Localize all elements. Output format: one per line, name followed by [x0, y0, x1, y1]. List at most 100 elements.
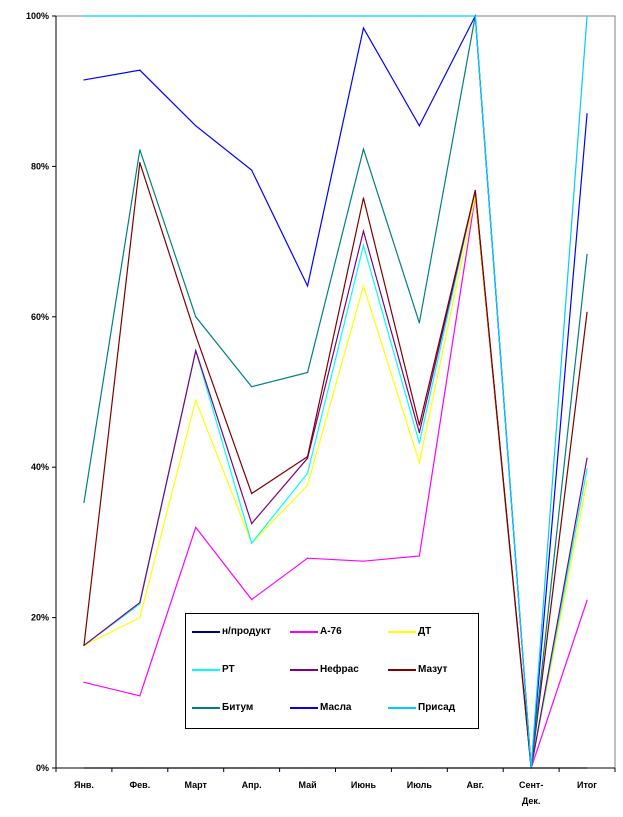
- data-point: [586, 599, 588, 601]
- data-point: [362, 148, 365, 150]
- data-point: [195, 316, 197, 318]
- data-point: [586, 15, 588, 17]
- data-point: [418, 555, 420, 557]
- data-point: [362, 27, 365, 29]
- legend-swatch: [192, 630, 220, 633]
- data-point: [83, 79, 85, 81]
- data-point: [418, 424, 420, 426]
- data-point: [139, 149, 141, 151]
- data-point: [418, 15, 420, 17]
- data-point: [195, 15, 197, 17]
- data-point: [418, 322, 420, 324]
- x-tick-label: Сент-Дек.: [519, 780, 543, 806]
- x-tick-label: Май: [298, 780, 316, 790]
- legend-label: ДТ: [418, 626, 432, 637]
- data-point: [139, 601, 141, 604]
- data-point: [195, 335, 197, 337]
- data-point: [418, 462, 420, 464]
- series-line: [83, 15, 588, 769]
- data-point: [139, 695, 141, 697]
- data-point: [195, 399, 197, 401]
- data-point: [586, 253, 588, 255]
- x-tick-label: Июнь: [351, 780, 377, 790]
- data-point: [362, 15, 365, 17]
- legend-label: РТ: [222, 664, 235, 675]
- data-point: [83, 644, 85, 647]
- series-5: [83, 162, 588, 769]
- data-point: [306, 456, 309, 458]
- data-point: [306, 15, 309, 17]
- data-point: [139, 603, 141, 605]
- legend-item: Мазут: [388, 664, 447, 675]
- data-point: [586, 311, 588, 313]
- data-point: [195, 125, 197, 127]
- data-point: [139, 15, 141, 17]
- y-tick-label: 20%: [31, 613, 49, 623]
- data-point: [251, 598, 253, 601]
- x-tick-label: Июль: [407, 780, 433, 790]
- series-line: [83, 162, 588, 769]
- data-point: [418, 432, 420, 434]
- data-point: [362, 244, 365, 246]
- data-point: [251, 386, 253, 388]
- legend-label: Битум: [222, 702, 254, 713]
- legend-label: Нефрас: [320, 664, 359, 675]
- data-point: [306, 484, 309, 486]
- y-tick-label: 100%: [26, 11, 49, 21]
- legend-item: Нефрас: [290, 664, 359, 675]
- legend-swatch: [290, 706, 318, 709]
- legend-item: Присад: [388, 702, 455, 713]
- legend-label: Масла: [320, 702, 352, 713]
- legend-item: А-76: [290, 626, 342, 637]
- data-point: [362, 197, 365, 199]
- data-point: [586, 468, 588, 470]
- data-point: [251, 169, 253, 171]
- data-point: [418, 442, 420, 444]
- y-tick-label: 60%: [31, 312, 49, 322]
- legend-label: А-76: [320, 626, 342, 637]
- x-tick-label: Итог: [577, 780, 597, 790]
- y-tick-label: 80%: [31, 161, 49, 171]
- legend-label: н/продукт: [222, 626, 271, 637]
- x-tick-label: Авг.: [467, 780, 484, 790]
- y-tick-label: 40%: [31, 462, 49, 472]
- legend-swatch: [388, 668, 416, 671]
- data-point: [306, 557, 309, 559]
- data-point: [83, 501, 85, 504]
- data-point: [362, 230, 365, 232]
- x-tick-label: Апр.: [242, 780, 262, 790]
- legend-swatch: [388, 706, 416, 709]
- data-point: [195, 526, 197, 528]
- legend: н/продукт А-76 ДТ РТ Нефрас Мазут Битум Масла Пр…: [185, 613, 479, 729]
- data-point: [474, 15, 476, 17]
- data-point: [586, 113, 588, 115]
- legend-item: РТ: [192, 664, 235, 675]
- legend-label: Мазут: [418, 664, 448, 675]
- legend-swatch: [290, 668, 318, 671]
- legend-swatch: [290, 630, 318, 633]
- data-point: [306, 472, 309, 474]
- data-point: [362, 285, 365, 287]
- data-point: [83, 681, 85, 683]
- data-point: [139, 617, 141, 619]
- data-point: [251, 523, 253, 525]
- legend-label: Присад: [418, 702, 456, 713]
- legend-swatch: [192, 668, 220, 671]
- data-point: [251, 542, 253, 544]
- legend-item: ДТ: [388, 626, 431, 637]
- data-point: [251, 15, 253, 17]
- data-point: [362, 560, 365, 562]
- data-point: [195, 350, 197, 352]
- x-tick-label: Фев.: [129, 780, 150, 790]
- data-point: [306, 457, 309, 459]
- legend-item: Битум: [192, 702, 253, 713]
- x-tick-label: Янв.: [74, 780, 94, 790]
- data-point: [586, 457, 588, 459]
- data-point: [139, 162, 141, 164]
- data-point: [251, 492, 253, 495]
- data-point: [306, 371, 309, 374]
- x-tick-label: Март: [185, 780, 208, 790]
- legend-item: н/продукт: [192, 626, 271, 637]
- legend-swatch: [192, 706, 220, 709]
- data-point: [418, 125, 420, 127]
